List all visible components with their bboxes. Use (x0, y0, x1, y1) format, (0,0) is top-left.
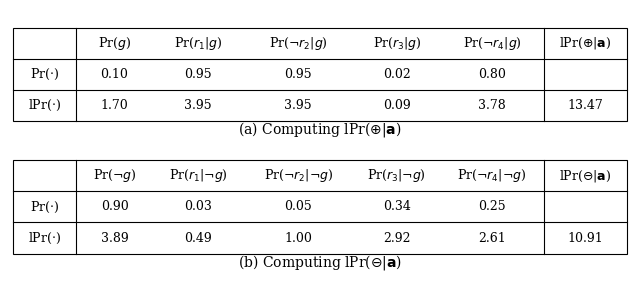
Text: lPr($\cdot$): lPr($\cdot$) (28, 97, 61, 113)
Text: 0.95: 0.95 (184, 68, 212, 81)
Text: 2.61: 2.61 (478, 231, 506, 244)
Text: 0.09: 0.09 (383, 99, 411, 112)
Text: 10.91: 10.91 (568, 231, 604, 244)
Text: Pr($r_3|g$): Pr($r_3|g$) (372, 34, 421, 51)
Text: Pr($r_1|g$): Pr($r_1|g$) (174, 34, 222, 51)
Text: 1.70: 1.70 (100, 99, 129, 112)
Text: 3.95: 3.95 (184, 99, 212, 112)
Text: Pr($r_3|\neg g$): Pr($r_3|\neg g$) (367, 167, 426, 184)
Text: 3.89: 3.89 (100, 231, 129, 244)
Text: 0.02: 0.02 (383, 68, 411, 81)
Text: lPr($\oplus|\mathbf{a}$): lPr($\oplus|\mathbf{a}$) (559, 35, 612, 51)
Text: 0.03: 0.03 (184, 201, 212, 214)
Text: Pr($g$): Pr($g$) (98, 34, 131, 51)
Text: 0.10: 0.10 (100, 68, 129, 81)
Text: 2.92: 2.92 (383, 231, 411, 244)
Text: Pr($r_1|\neg g$): Pr($r_1|\neg g$) (168, 167, 227, 184)
Text: 3.78: 3.78 (478, 99, 506, 112)
Text: 0.05: 0.05 (284, 201, 312, 214)
Text: Pr($\cdot$): Pr($\cdot$) (30, 66, 59, 81)
Text: Pr($\cdot$): Pr($\cdot$) (30, 199, 59, 214)
Text: 0.80: 0.80 (478, 68, 506, 81)
Text: (a) Computing lPr($\oplus|\mathbf{a}$): (a) Computing lPr($\oplus|\mathbf{a}$) (238, 120, 402, 139)
Text: lPr($\ominus|\mathbf{a}$): lPr($\ominus|\mathbf{a}$) (559, 168, 612, 184)
Text: Pr($\neg r_4|g$): Pr($\neg r_4|g$) (463, 34, 522, 51)
Text: Pr($\neg r_2|g$): Pr($\neg r_2|g$) (269, 34, 328, 51)
Text: 0.90: 0.90 (100, 201, 129, 214)
Bar (13, 27, 627, 121)
Text: (b) Computing lPr($\ominus|\mathbf{a}$): (b) Computing lPr($\ominus|\mathbf{a}$) (238, 253, 402, 272)
Text: Pr($\neg r_4|\neg g$): Pr($\neg r_4|\neg g$) (458, 167, 527, 184)
Bar (13, 160, 627, 253)
Text: 1.00: 1.00 (284, 231, 312, 244)
Text: Pr($\neg g$): Pr($\neg g$) (93, 167, 136, 184)
Text: 0.95: 0.95 (284, 68, 312, 81)
Text: 3.95: 3.95 (284, 99, 312, 112)
Text: 0.49: 0.49 (184, 231, 212, 244)
Text: 13.47: 13.47 (568, 99, 604, 112)
Text: 0.25: 0.25 (478, 201, 506, 214)
Text: Pr($\neg r_2|\neg g$): Pr($\neg r_2|\neg g$) (264, 167, 333, 184)
Text: 0.34: 0.34 (383, 201, 411, 214)
Text: lPr($\cdot$): lPr($\cdot$) (28, 230, 61, 246)
